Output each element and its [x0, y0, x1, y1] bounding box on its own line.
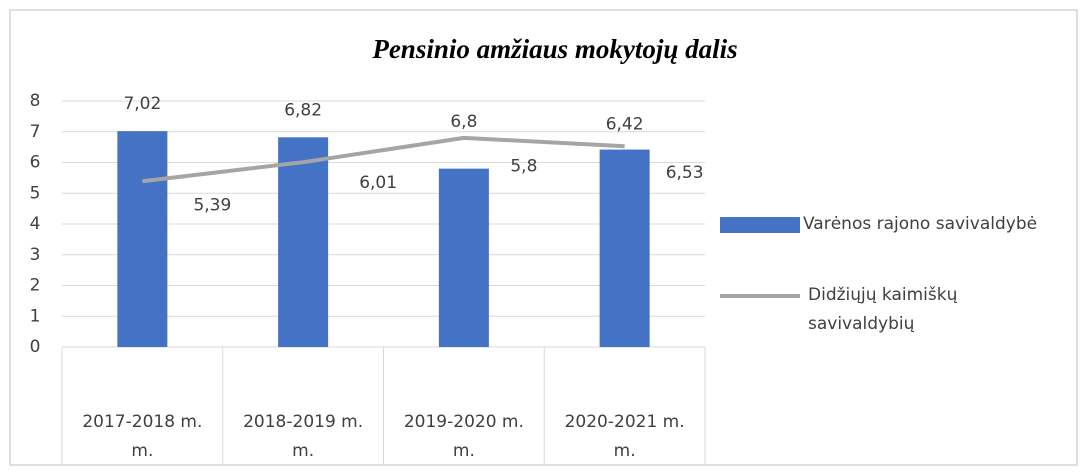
- bar: [599, 149, 650, 347]
- y-tick-label: 5: [30, 183, 41, 203]
- y-tick-label: 3: [30, 245, 41, 265]
- x-tick-label: 2019-2020 m. m.: [403, 412, 524, 461]
- y-tick-label: 6: [30, 153, 41, 173]
- bar: [278, 137, 329, 347]
- y-tick-label: 7: [30, 122, 41, 142]
- chart-title: Pensinio amžiaus mokytojų dalis: [371, 34, 737, 64]
- x-tick-label: 2018-2019 m. m.: [243, 412, 364, 461]
- y-tick-label: 0: [30, 337, 41, 357]
- data-label: 6,01: [359, 173, 397, 193]
- line: [142, 135, 625, 184]
- data-label: 6,53: [666, 163, 704, 183]
- data-label: 7,02: [123, 94, 161, 114]
- y-tick-label: 1: [30, 306, 41, 326]
- y-tick-label: 2: [30, 276, 41, 296]
- bar: [438, 168, 489, 347]
- bar: [117, 131, 168, 347]
- data-label: 6,82: [284, 100, 322, 120]
- chart-border: [9, 9, 1078, 466]
- x-tick-label: 2020-2021 m. m.: [564, 412, 685, 461]
- data-label: 5,8: [510, 157, 537, 177]
- data-label: 6,8: [450, 112, 477, 132]
- legend-label: Varėnos rajono savivaldybė: [803, 214, 1038, 234]
- y-tick-label: 4: [30, 214, 41, 234]
- legend-swatch: [720, 217, 800, 233]
- x-tick-label: 2017-2018 m. m.: [82, 412, 203, 461]
- data-label: 6,42: [606, 115, 644, 135]
- y-tick-label: 8: [30, 91, 41, 111]
- legend-label: Didžiųjų kaimiškų savivaldybių: [808, 285, 958, 334]
- data-label: 5,39: [193, 195, 231, 215]
